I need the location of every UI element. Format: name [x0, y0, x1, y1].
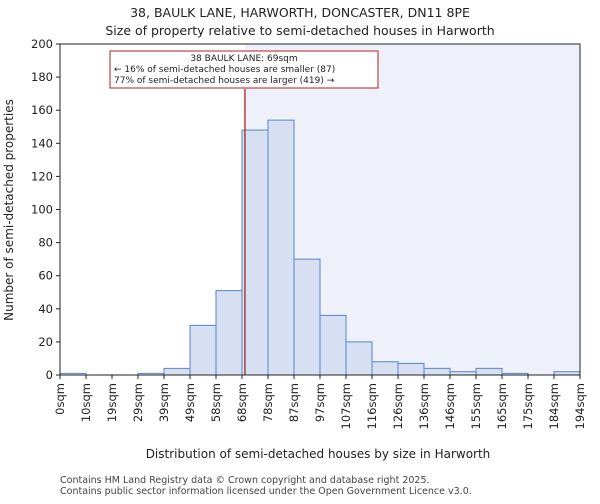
y-tick-label: 60 [38, 269, 53, 283]
x-axis-label: Distribution of semi-detached houses by … [146, 447, 491, 461]
x-tick-label: 116sqm [365, 383, 379, 429]
y-tick-label: 100 [31, 203, 53, 217]
bar-136sqm [423, 367, 451, 376]
bar-87sqm [293, 258, 321, 376]
x-tick-label: 68sqm [235, 383, 249, 422]
y-tick-label: 120 [31, 169, 53, 183]
y-tick-label: 180 [31, 70, 53, 84]
y-tick-label: 140 [31, 136, 53, 150]
x-tick-label: 87sqm [287, 383, 301, 422]
x-tick-label: 39sqm [157, 383, 171, 422]
x-tick-label: 175sqm [521, 383, 535, 429]
footer-line-2: Contains public sector information licen… [60, 486, 472, 497]
bar-68sqm [241, 129, 269, 376]
bar-97sqm [319, 314, 347, 376]
y-tick-label: 200 [31, 37, 53, 51]
y-axis-label: Number of semi-detached properties [2, 99, 16, 321]
annotation-line-1: 38 BAULK LANE: 69sqm [190, 54, 297, 64]
bar-58sqm [215, 290, 243, 376]
bar-39sqm [163, 367, 191, 376]
chart-title: 38, BAULK LANE, HARWORTH, DONCASTER, DN1… [130, 5, 470, 20]
annotation-border [109, 50, 379, 89]
x-tick-label: 126sqm [391, 383, 405, 429]
y-tick-label: 40 [38, 302, 53, 316]
y-ticks: 0 20 40 60 80 100 120 140 160 180 200 [31, 37, 60, 382]
y-tick-label: 160 [31, 103, 53, 117]
x-tick-label: 155sqm [469, 383, 483, 429]
x-tick-label: 58sqm [209, 383, 223, 422]
bar-107sqm [345, 341, 373, 376]
bar-49sqm [189, 324, 217, 376]
y-tick-label: 80 [38, 236, 53, 250]
x-tick-label: 146sqm [443, 383, 457, 429]
x-tick-label: 78sqm [261, 383, 275, 422]
bars-layer [59, 119, 581, 376]
y-tick-label: 20 [38, 335, 53, 349]
x-tick-label: 19sqm [105, 383, 119, 422]
footer-line-1: Contains HM Land Registry data © Crown c… [60, 475, 430, 486]
annotation-line-3: 77% of semi-detached houses are larger (… [114, 76, 335, 86]
x-tick-label: 194sqm [573, 383, 587, 429]
x-tick-label: 184sqm [547, 383, 561, 429]
x-tick-label: 0sqm [53, 383, 67, 415]
x-tick-label: 107sqm [339, 383, 353, 429]
x-tick-label: 97sqm [313, 383, 327, 422]
chart-subtitle: Size of property relative to semi-detach… [105, 23, 494, 38]
annotation-box: 38 BAULK LANE: 69sqm ← 16% of semi-detac… [109, 50, 379, 89]
x-ticks: 0sqm 10sqm 19sqm 29sqm 39sqm 49sqm 58sqm 68sqm 7… [53, 375, 587, 429]
bar-155sqm [475, 367, 503, 376]
y-tick-label: 0 [46, 368, 53, 382]
bar-78sqm [267, 119, 295, 376]
x-tick-label: 29sqm [131, 383, 145, 422]
annotation-line-2: ← 16% of semi-detached houses are smalle… [114, 65, 335, 75]
x-tick-label: 10sqm [79, 383, 93, 422]
bar-126sqm [397, 362, 425, 376]
x-tick-label: 49sqm [183, 383, 197, 422]
bar-116sqm [371, 361, 399, 376]
x-tick-label: 165sqm [495, 383, 509, 429]
x-tick-label: 136sqm [417, 383, 431, 429]
